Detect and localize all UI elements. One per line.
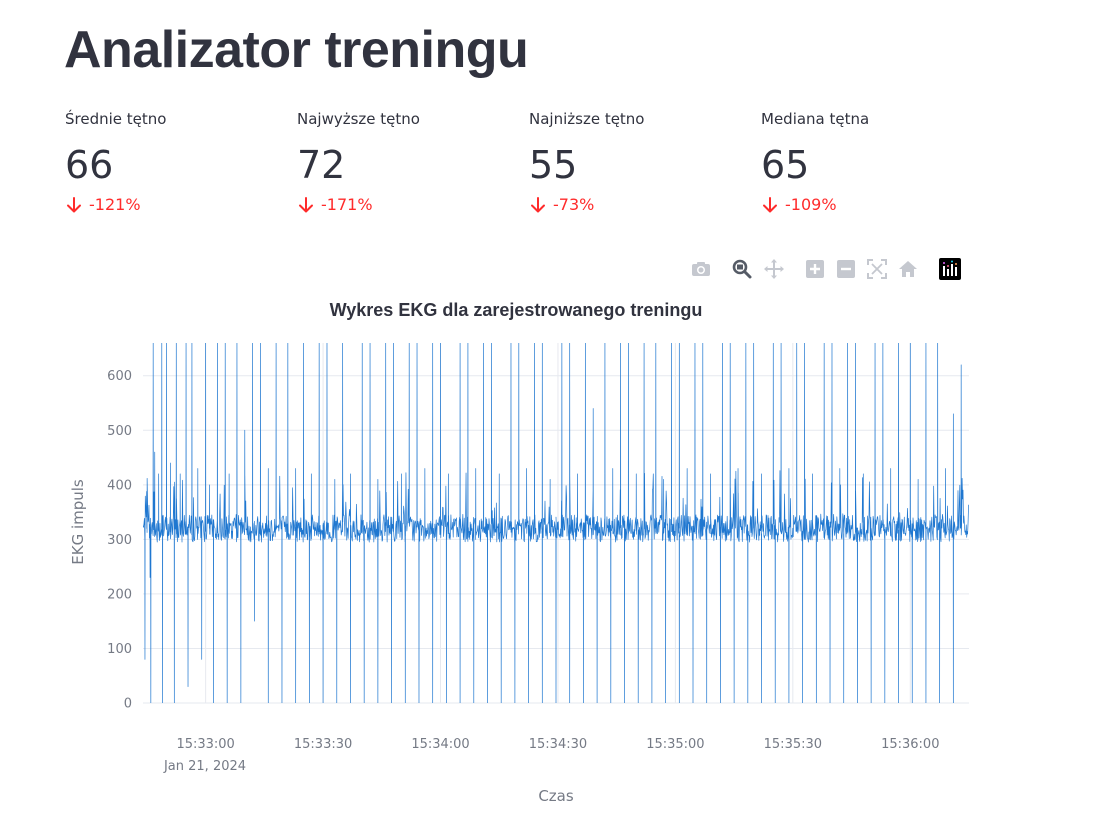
reset-axes-icon[interactable] bbox=[897, 258, 919, 280]
x-tick-label: 15:34:00 bbox=[411, 737, 469, 752]
autoscale-icon[interactable] bbox=[866, 258, 888, 280]
metric-delta-value: -121% bbox=[89, 195, 141, 214]
chart-series-group bbox=[143, 343, 969, 703]
metric-delta: -109% bbox=[761, 194, 981, 216]
metric-label: Najniższe tętno bbox=[529, 110, 645, 128]
x-axis-ticks: 15:33:00 15:33:30 15:34:00 15:34:30 15:35:00… bbox=[176, 737, 939, 752]
metric-delta: -121% bbox=[65, 194, 285, 216]
metric-delta-value: -109% bbox=[785, 195, 837, 214]
x-axis-date-label: Jan 21, 2024 bbox=[163, 759, 246, 774]
plotly-logo-icon[interactable] bbox=[939, 258, 961, 280]
metric-lowest-heart-rate: Najniższe tętno 55 -73% bbox=[529, 108, 749, 216]
arrow-down-icon bbox=[299, 197, 313, 213]
metric-average-heart-rate: Średnie tętno 66 -121% bbox=[65, 108, 285, 216]
x-tick-label: 15:36:00 bbox=[881, 737, 939, 752]
arrow-down-icon bbox=[531, 197, 545, 213]
metric-delta-value: -171% bbox=[321, 195, 373, 214]
x-axis-title: Czas bbox=[538, 787, 574, 805]
metric-delta-value: -73% bbox=[553, 195, 595, 214]
metric-value: 65 bbox=[761, 143, 810, 187]
x-tick-label: 15:34:30 bbox=[529, 737, 587, 752]
metric-label: Mediana tętna bbox=[761, 110, 870, 128]
arrow-down-icon bbox=[67, 197, 81, 213]
metric-value: 55 bbox=[529, 143, 578, 187]
zoom-out-icon[interactable] bbox=[835, 258, 857, 280]
metric-delta: -73% bbox=[529, 194, 749, 216]
zoom-in-icon[interactable] bbox=[804, 258, 826, 280]
y-tick-label: 600 bbox=[107, 369, 132, 384]
x-tick-label: 15:33:30 bbox=[294, 737, 352, 752]
metric-delta: -171% bbox=[297, 194, 517, 216]
y-tick-label: 200 bbox=[107, 587, 132, 602]
y-axis-title: EKG impuls bbox=[69, 479, 87, 565]
chart-title: Wykres EKG dla zarejestrowanego treningu bbox=[330, 300, 703, 320]
metric-label: Najwyższe tętno bbox=[297, 110, 420, 128]
metric-value: 72 bbox=[297, 143, 346, 187]
y-tick-label: 400 bbox=[107, 478, 132, 493]
metric-highest-heart-rate: Najwyższe tętno 72 -171% bbox=[297, 108, 517, 216]
metric-median-heart-rate: Mediana tętna 65 -109% bbox=[761, 108, 981, 216]
metric-value: 66 bbox=[65, 143, 114, 187]
page-title: Analizator treningu bbox=[64, 21, 529, 79]
y-tick-label: 100 bbox=[107, 642, 132, 657]
pan-icon[interactable] bbox=[763, 258, 785, 280]
camera-icon[interactable] bbox=[690, 258, 712, 280]
zoom-icon[interactable] bbox=[731, 258, 753, 280]
y-tick-label: 0 bbox=[124, 697, 132, 712]
x-tick-label: 15:35:00 bbox=[646, 737, 704, 752]
y-axis-ticks: 0 100 200 300 400 500 600 bbox=[107, 369, 132, 711]
ekg-series-line[interactable] bbox=[143, 343, 969, 703]
arrow-down-icon bbox=[763, 197, 777, 213]
metric-label: Średnie tętno bbox=[65, 110, 167, 128]
y-tick-label: 300 bbox=[107, 533, 132, 548]
y-tick-label: 500 bbox=[107, 424, 132, 439]
x-tick-label: 15:35:30 bbox=[764, 737, 822, 752]
x-tick-label: 15:33:00 bbox=[176, 737, 234, 752]
ekg-chart[interactable]: Wykres EKG dla zarejestrowanego treningu… bbox=[0, 280, 1093, 819]
